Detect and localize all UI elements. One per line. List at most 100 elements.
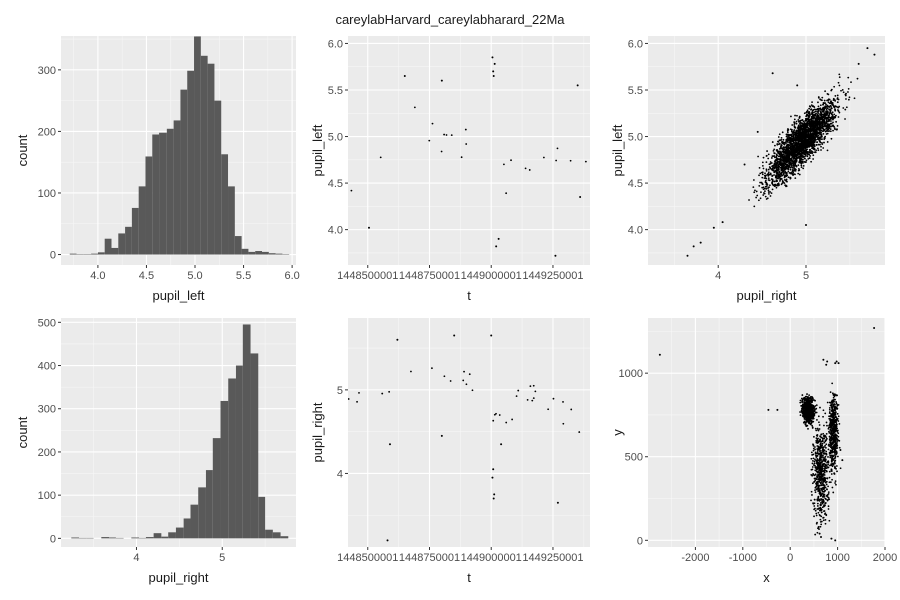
data-point <box>857 78 859 80</box>
data-point <box>835 115 837 117</box>
data-point <box>794 168 796 170</box>
data-point <box>753 205 755 207</box>
histogram-bar <box>228 186 235 254</box>
data-point <box>848 99 850 101</box>
histogram-bar <box>248 252 255 255</box>
data-point <box>763 157 765 159</box>
data-point <box>792 172 794 174</box>
data-point <box>776 175 778 177</box>
histogram-bar <box>208 64 215 255</box>
x-axis-title: pupil_left <box>152 288 204 303</box>
data-point <box>769 184 771 186</box>
data-point <box>838 112 840 114</box>
data-point <box>838 74 840 76</box>
data-point <box>785 140 787 142</box>
data-point <box>810 109 812 111</box>
data-point <box>847 91 849 93</box>
data-point <box>800 164 802 166</box>
data-point <box>812 154 814 156</box>
histogram-bar <box>235 236 242 254</box>
data-point <box>380 156 382 158</box>
data-point <box>831 138 833 140</box>
data-point <box>794 138 796 140</box>
data-point <box>833 99 835 101</box>
data-point <box>784 179 786 181</box>
x-tick-label: 4 <box>715 270 721 282</box>
y-tick-label: 200 <box>38 126 56 138</box>
histogram-bar <box>255 251 262 255</box>
histogram-bar <box>91 254 98 255</box>
data-point <box>763 192 765 194</box>
data-point <box>758 185 760 187</box>
y-tick-label: 4.5 <box>328 178 343 190</box>
data-point <box>838 116 840 118</box>
data-point <box>789 177 791 179</box>
data-point <box>779 143 781 145</box>
y-tick-label: 300 <box>38 65 56 77</box>
data-point <box>814 144 816 146</box>
data-point <box>830 130 832 132</box>
data-point <box>443 134 445 136</box>
data-point <box>829 113 831 115</box>
data-point <box>839 85 841 87</box>
data-point <box>432 123 434 125</box>
data-point <box>761 177 763 179</box>
y-tick-label: 5.5 <box>328 85 343 97</box>
data-point <box>815 109 817 111</box>
data-point <box>781 137 783 139</box>
data-point <box>844 118 846 120</box>
data-point <box>847 77 849 79</box>
data-point <box>752 186 754 188</box>
data-point <box>414 106 416 108</box>
data-point <box>771 178 773 180</box>
data-point <box>815 125 817 127</box>
data-point <box>818 96 820 98</box>
data-point <box>768 163 770 165</box>
data-point <box>830 128 832 130</box>
histogram-bar <box>132 208 139 255</box>
data-point <box>835 121 837 123</box>
data-point <box>769 191 771 193</box>
data-point <box>543 157 545 159</box>
y-tick-label: 6.0 <box>628 38 643 50</box>
x-tick-label: 4.5 <box>139 270 154 282</box>
data-point <box>791 165 793 167</box>
data-point <box>757 156 759 158</box>
data-point <box>786 185 788 187</box>
data-point <box>774 145 776 147</box>
data-point <box>831 102 833 104</box>
data-point <box>368 227 370 229</box>
data-point <box>494 63 496 65</box>
histogram-bar <box>201 56 208 255</box>
data-point <box>830 120 832 122</box>
data-point <box>644 155 646 157</box>
data-point <box>774 185 776 187</box>
data-point <box>837 95 839 97</box>
data-point <box>802 156 804 158</box>
x-tick-label: 1448500001 <box>337 270 398 282</box>
data-point <box>843 91 845 93</box>
data-point <box>771 155 773 157</box>
data-point <box>823 133 825 135</box>
data-point <box>555 160 557 162</box>
data-point <box>491 56 493 58</box>
histogram-bar <box>145 156 152 254</box>
data-point <box>503 163 505 165</box>
data-point <box>554 255 556 257</box>
data-point <box>836 129 838 131</box>
data-point <box>784 154 786 156</box>
data-point <box>784 177 786 179</box>
data-point <box>818 135 820 137</box>
data-point <box>773 155 775 157</box>
data-point <box>787 170 789 172</box>
data-point <box>771 162 773 164</box>
data-point <box>833 117 835 119</box>
data-point <box>446 134 448 136</box>
histogram-bar <box>174 120 181 254</box>
data-point <box>792 167 794 169</box>
data-point <box>827 111 829 113</box>
data-point <box>451 134 453 136</box>
histogram-bar <box>242 249 249 255</box>
data-point <box>765 180 767 182</box>
histogram-bar <box>70 254 77 255</box>
